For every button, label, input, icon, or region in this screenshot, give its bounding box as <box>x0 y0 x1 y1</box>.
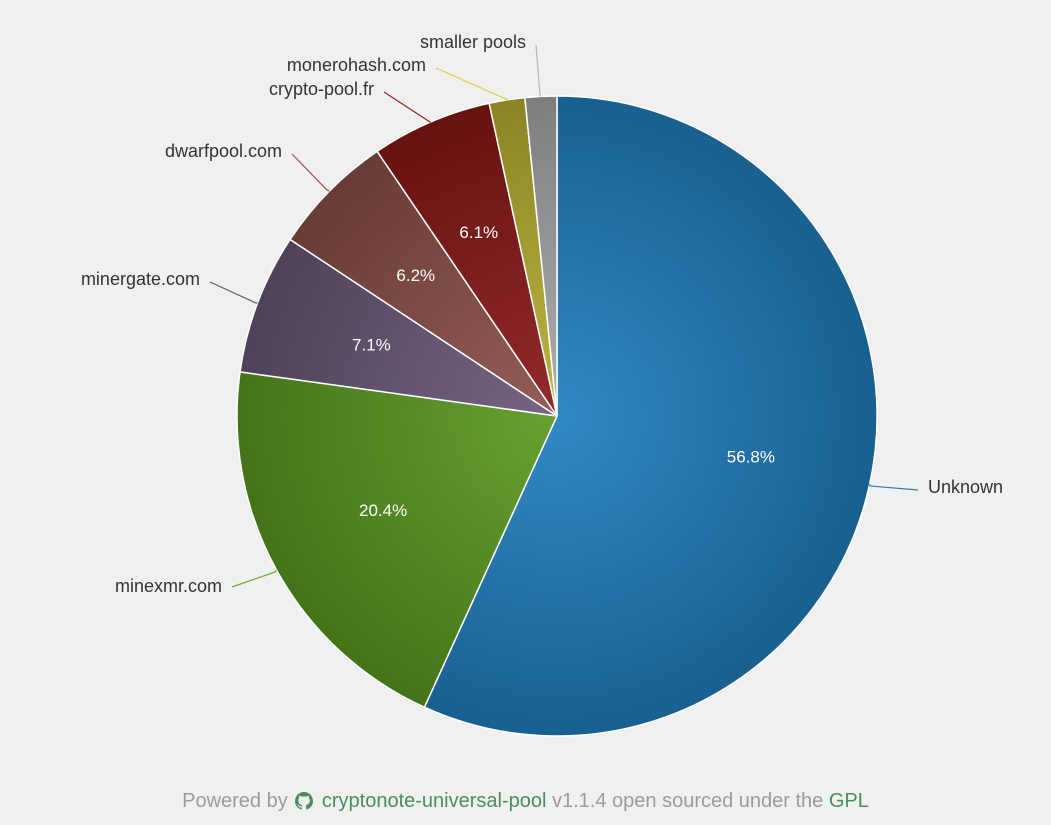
slices-layer <box>236 95 878 737</box>
connector-unknown <box>869 483 919 491</box>
pie-slice-smaller-pools[interactable] <box>524 95 558 417</box>
slice-label-crypto-pool-fr: crypto-pool.fr <box>269 79 374 99</box>
slice-label-dwarfpool-com: dwarfpool.com <box>165 141 282 161</box>
value-labels-layer: 56.8% 20.4% 7.1% 6.2% 6.1% <box>352 223 775 520</box>
connector-minergate-com <box>209 281 258 304</box>
footer: Powered by cryptonote-universal-pool v1.… <box>0 790 1051 816</box>
slice-label-smaller-pools: smaller pools <box>420 32 526 52</box>
slice-label-minergate-com: minergate.com <box>81 269 200 289</box>
pie-chart-svg: Unknown minexmr.com minergate.com dwarfpool… <box>81 32 1003 737</box>
value-label-crypto-pool-fr: 6.1% <box>459 223 498 242</box>
connector-monerohash-com <box>435 67 509 101</box>
pie-slice-dwarfpool-com[interactable] <box>289 150 558 417</box>
labels-layer: Unknown minexmr.com minergate.com dwarfpool… <box>81 32 1003 596</box>
powered-by-text: Powered by <box>182 790 288 812</box>
value-label-minergate-com: 7.1% <box>352 335 391 354</box>
connector-dwarfpool-com <box>291 153 330 192</box>
slice-label-unknown: Unknown <box>928 477 1003 497</box>
value-label-dwarfpool-com: 6.2% <box>396 266 435 285</box>
value-label-unknown: 56.8% <box>727 448 775 467</box>
license-link[interactable]: GPL <box>828 790 869 812</box>
slice-label-minexmr-com: minexmr.com <box>115 576 222 596</box>
github-icon[interactable] <box>295 792 314 816</box>
pie-slice-crypto-pool-fr[interactable] <box>376 102 558 417</box>
slice-label-monerohash-com: monerohash.com <box>287 55 426 75</box>
value-label-minexmr-com: 20.4% <box>359 501 407 520</box>
connectors-layer <box>209 44 919 588</box>
project-link[interactable]: cryptonote-universal-pool <box>321 790 547 812</box>
connector-minexmr-com <box>231 569 278 588</box>
pool-distribution-chart: Unknown minexmr.com minergate.com dwarfpool… <box>81 32 1003 737</box>
pie-slice-minexmr-com[interactable] <box>236 371 558 708</box>
version-text: v1.1.4 open sourced under the <box>551 790 824 812</box>
connector-crypto-pool-fr <box>383 91 431 123</box>
connector-smaller-pools <box>535 44 542 97</box>
